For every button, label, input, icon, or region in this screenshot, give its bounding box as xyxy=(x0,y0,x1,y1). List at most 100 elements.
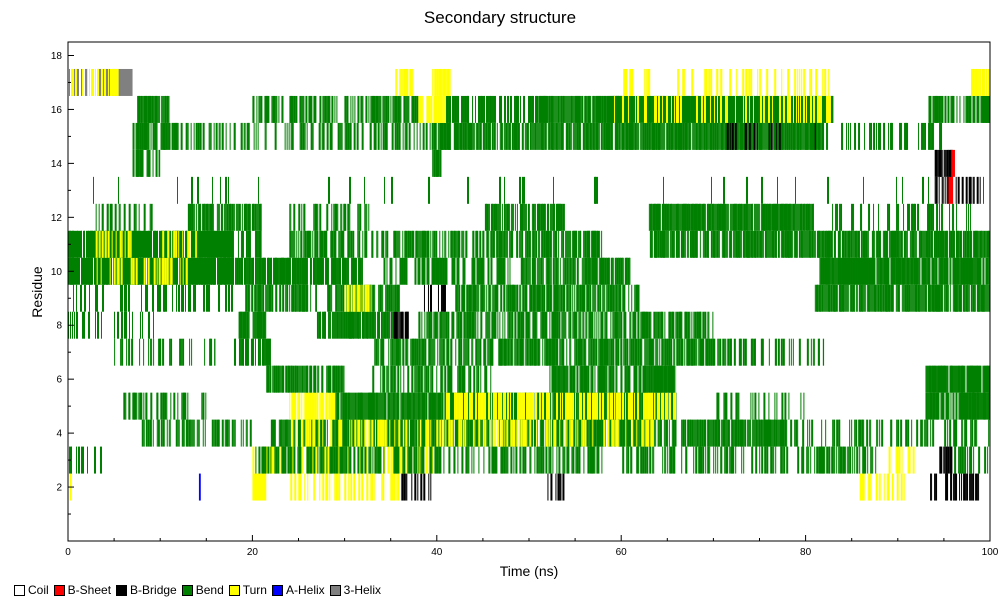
segment-stripe xyxy=(949,203,951,231)
segment-stripe xyxy=(559,419,561,447)
segment-stripe xyxy=(844,230,847,258)
segment-stripe xyxy=(225,122,227,150)
segment-stripe xyxy=(136,392,138,420)
segment-stripe xyxy=(853,203,855,231)
segment-b-bridge-res3 xyxy=(939,446,953,474)
segment-stripe xyxy=(224,203,226,231)
segment-stripe xyxy=(384,176,385,204)
segment-stripe xyxy=(436,419,439,447)
segment-stripe xyxy=(736,203,738,231)
segment-stripe xyxy=(955,365,957,393)
segment-stripe xyxy=(386,419,388,447)
segment-stripe xyxy=(173,392,176,420)
segment-stripe xyxy=(206,284,207,312)
segment-stripe xyxy=(570,392,573,420)
segment-stripe xyxy=(637,446,639,474)
segment-stripe xyxy=(491,419,493,447)
segment-stripe xyxy=(674,365,676,393)
segment-stripe xyxy=(645,338,647,366)
segment-stripe xyxy=(120,257,123,285)
segment-stripe xyxy=(767,230,769,258)
segment-stripe xyxy=(150,419,152,447)
segment-stripe xyxy=(872,230,874,258)
segment-stripe xyxy=(592,419,594,447)
segment-stripe xyxy=(693,446,695,474)
segment-stripe xyxy=(292,257,294,285)
segment-stripe xyxy=(873,257,875,285)
segment-stripe xyxy=(612,311,614,339)
segment-stripe xyxy=(441,284,443,312)
segment-stripe xyxy=(218,257,219,285)
segment-stripe xyxy=(666,230,668,258)
segment-stripe xyxy=(291,365,293,393)
segment-stripe xyxy=(927,419,929,447)
segment-stripe xyxy=(973,257,975,285)
segment-bend-res3 xyxy=(622,446,877,474)
segment-stripe xyxy=(488,446,490,474)
segment-stripe xyxy=(658,203,661,231)
segment-stripe xyxy=(366,392,368,420)
segment-stripe xyxy=(451,365,453,393)
segment-stripe xyxy=(889,230,891,258)
segment-stripe xyxy=(941,257,943,285)
segment-stripe xyxy=(951,473,953,501)
segment-stripe xyxy=(107,257,108,285)
segment-stripe xyxy=(970,230,972,258)
segment-stripe xyxy=(940,149,942,177)
segment-stripe xyxy=(534,230,536,258)
segment-stripe xyxy=(640,392,642,420)
segment-stripe xyxy=(214,230,215,258)
segment-stripe xyxy=(876,419,878,447)
segment-stripe xyxy=(169,257,171,285)
segment-stripe xyxy=(343,446,345,474)
segment-stripe xyxy=(495,419,497,447)
segment-stripe xyxy=(186,419,189,447)
segment-stripe xyxy=(724,338,726,366)
segment-bend-res11 xyxy=(289,230,493,258)
segment-stripe xyxy=(573,257,575,285)
segment-stripe xyxy=(958,365,960,393)
segment-stripe xyxy=(728,419,730,447)
segment-stripe xyxy=(450,419,453,447)
segment-stripe xyxy=(482,284,484,312)
segment-stripe xyxy=(397,473,400,501)
segment-fill xyxy=(951,149,955,177)
segment-stripe xyxy=(386,230,389,258)
segment-stripe xyxy=(877,257,879,285)
segment-stripe xyxy=(358,284,360,312)
segment-stripe xyxy=(337,203,339,231)
segment-stripe xyxy=(187,392,189,420)
segment-stripe xyxy=(410,338,412,366)
segment-stripe xyxy=(602,284,604,312)
segment-stripe xyxy=(78,446,80,474)
segment-stripe xyxy=(168,122,171,150)
segment-stripe xyxy=(493,230,495,258)
segment-stripe xyxy=(129,311,130,339)
segment-stripe xyxy=(260,203,262,231)
segment-stripe xyxy=(951,230,953,258)
segment-stripe xyxy=(576,446,579,474)
segment-stripe xyxy=(102,203,104,231)
segment-stripe xyxy=(941,176,943,204)
segment-stripe xyxy=(288,419,290,447)
segment-stripe xyxy=(662,365,664,393)
segment-stripe xyxy=(640,311,642,339)
segment-stripe xyxy=(983,230,986,258)
segment-stripe xyxy=(266,284,268,312)
segment-stripe xyxy=(463,311,466,339)
segment-stripe xyxy=(548,230,550,258)
segment-stripe xyxy=(228,176,229,204)
segment-stripe xyxy=(382,284,384,312)
segment-turn-res9 xyxy=(344,284,372,312)
segment-stripe xyxy=(683,419,685,447)
segment-stripe xyxy=(821,284,824,312)
segment-stripe xyxy=(385,230,387,258)
segment-stripe xyxy=(558,446,561,474)
segment-stripe xyxy=(648,311,651,339)
segment-stripe xyxy=(615,419,617,447)
segment-stripe xyxy=(471,284,473,312)
segment-stripe xyxy=(868,203,871,231)
segment-stripe xyxy=(936,203,939,231)
segment-stripe xyxy=(492,338,494,366)
segment-stripe xyxy=(665,365,667,393)
